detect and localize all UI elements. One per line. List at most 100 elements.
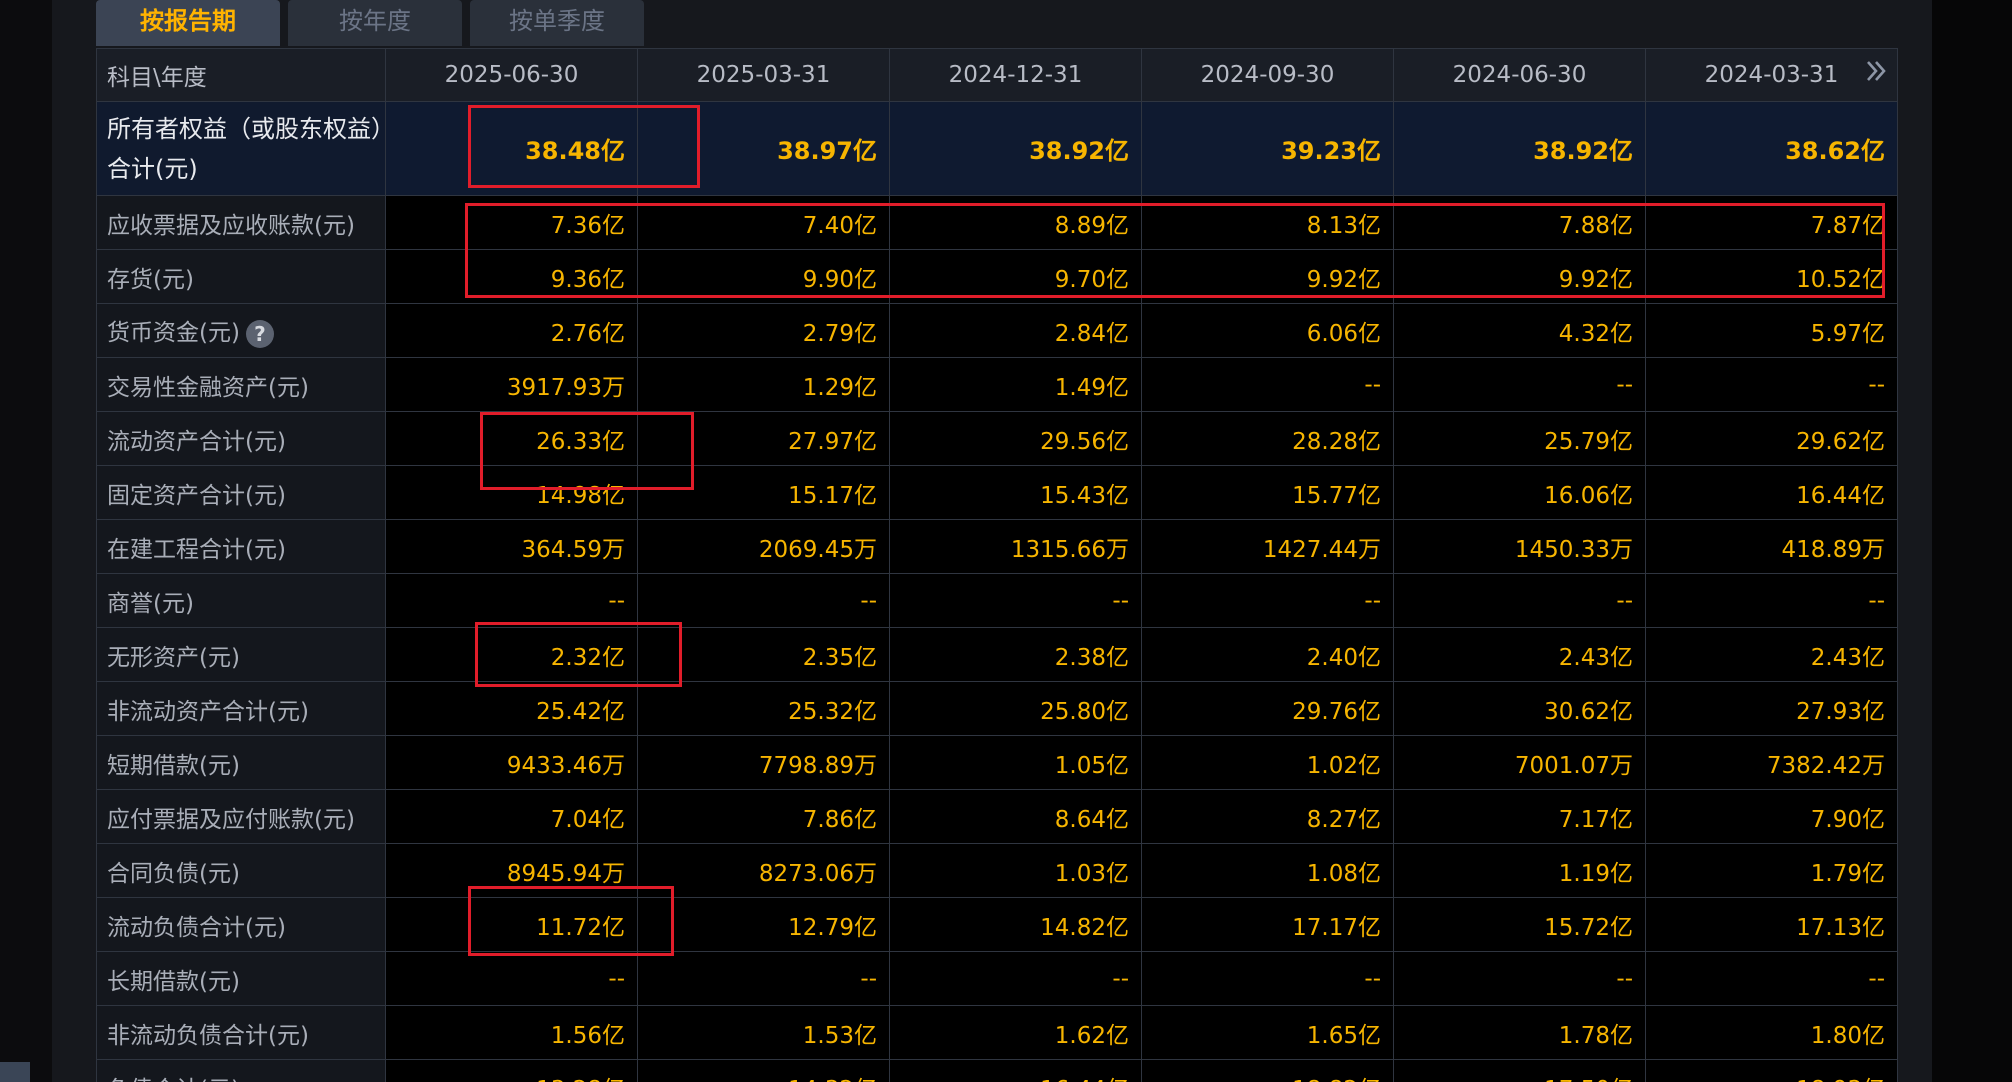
table-cell-value: 2.43亿 bbox=[1393, 627, 1646, 682]
row-label-text: 在建工程合计(元) bbox=[107, 536, 286, 563]
table-cell-value: 2.76亿 bbox=[385, 303, 638, 358]
balance-sheet-table: 科目\年度 2025-06-30 2025-03-31 2024-12-31 2024… bbox=[96, 48, 1898, 1082]
table-cell-value: -- bbox=[889, 951, 1142, 1006]
table-cell-value: 1.62亿 bbox=[889, 1005, 1142, 1060]
table-cell-value: 28.28亿 bbox=[1141, 411, 1394, 466]
row-label-text: 应收票据及应收账款(元) bbox=[107, 212, 355, 239]
row-label-text: 货币资金(元) bbox=[107, 320, 240, 347]
tab-by-year[interactable]: 按年度 bbox=[288, 0, 462, 46]
table-cell-value: 9.90亿 bbox=[637, 249, 890, 304]
tab-by-report-period[interactable]: 按报告期 bbox=[96, 0, 280, 46]
left-edge-strip bbox=[0, 0, 52, 1082]
table-cell-value: 7.17亿 bbox=[1393, 789, 1646, 844]
table-row: 交易性金融资产(元) 3917.93万 1.29亿 1.49亿 -- -- -- bbox=[96, 357, 1898, 412]
table-cell-value: 29.62亿 bbox=[1645, 411, 1898, 466]
table-row: 所有者权益（或股东权益）合计(元) 38.48亿 38.97亿 38.92亿 39.23… bbox=[96, 101, 1898, 196]
table-cell-value: 38.97亿 bbox=[637, 101, 890, 196]
table-cell-value: 2.43亿 bbox=[1645, 627, 1898, 682]
table-cell-value: 14.82亿 bbox=[889, 897, 1142, 952]
table-cell-value: 1.08亿 bbox=[1141, 843, 1394, 898]
table-cell-value: 15.17亿 bbox=[637, 465, 890, 520]
table-cell-value: 38.62亿 bbox=[1645, 101, 1898, 196]
table-cell-value: 1.53亿 bbox=[637, 1005, 890, 1060]
table-cell-value: 25.32亿 bbox=[637, 681, 890, 736]
table-cell-value: -- bbox=[1645, 951, 1898, 1006]
table-cell-value: 30.62亿 bbox=[1393, 681, 1646, 736]
table-row: 负债合计(元) 13.28亿14.32亿16.44亿18.82亿17.50亿18.… bbox=[96, 1059, 1898, 1082]
table-cell-value: 364.59万 bbox=[385, 519, 638, 574]
table-row: 流动负债合计(元) 11.72亿 12.79亿 14.82亿 17.17亿 15.72亿 1… bbox=[96, 897, 1898, 952]
table-cell-value: 27.97亿 bbox=[637, 411, 890, 466]
double-chevron-right-icon[interactable] bbox=[1865, 59, 1887, 89]
row-label: 负债合计(元) bbox=[96, 1059, 386, 1082]
table-cell-value: 14.98亿 bbox=[385, 465, 638, 520]
table-cell-value: -- bbox=[1141, 357, 1394, 412]
period-tabs: 按报告期 按年度 按单季度 bbox=[96, 0, 644, 46]
table-cell-value: 18.93亿 bbox=[1645, 1059, 1898, 1082]
table-cell-value: 25.79亿 bbox=[1393, 411, 1646, 466]
row-label: 商誉(元) bbox=[96, 573, 386, 628]
table-cell-value: 39.23亿 bbox=[1141, 101, 1394, 196]
table-cell-value: 1.79亿 bbox=[1645, 843, 1898, 898]
table-cell-value: 1.49亿 bbox=[889, 357, 1142, 412]
table-cell-value: -- bbox=[1645, 573, 1898, 628]
table-cell-value: 1450.33万 bbox=[1393, 519, 1646, 574]
table-cell-value: 7.88亿 bbox=[1393, 195, 1646, 250]
table-cell-value: 15.77亿 bbox=[1141, 465, 1394, 520]
table-cell-value: 9.36亿 bbox=[385, 249, 638, 304]
table-cell-value: 3917.93万 bbox=[385, 357, 638, 412]
row-label-text: 流动负债合计(元) bbox=[107, 914, 286, 941]
row-label: 应付票据及应付账款(元) bbox=[96, 789, 386, 844]
table-cell-value: 8.27亿 bbox=[1141, 789, 1394, 844]
table-cell-value: 10.52亿 bbox=[1645, 249, 1898, 304]
table-cell-value: 2.38亿 bbox=[889, 627, 1142, 682]
table-cell-value: 9.92亿 bbox=[1141, 249, 1394, 304]
row-label: 交易性金融资产(元) bbox=[96, 357, 386, 412]
table-row: 短期借款(元) 9433.46万 7798.89万 1.05亿 1.02亿 7001.07… bbox=[96, 735, 1898, 790]
table-cell-value: 6.06亿 bbox=[1141, 303, 1394, 358]
table-cell-value: -- bbox=[889, 573, 1142, 628]
table-cell-value: 25.42亿 bbox=[385, 681, 638, 736]
table-cell-value: -- bbox=[1393, 573, 1646, 628]
table-cell-value: 1.29亿 bbox=[637, 357, 890, 412]
table-cell-value: 1.05亿 bbox=[889, 735, 1142, 790]
table-cell-value: 2.40亿 bbox=[1141, 627, 1394, 682]
table-cell-value: 418.89万 bbox=[1645, 519, 1898, 574]
column-header-date: 2025-03-31 bbox=[637, 48, 890, 102]
table-cell-value: 7.87亿 bbox=[1645, 195, 1898, 250]
row-label-text: 流动资产合计(元) bbox=[107, 428, 286, 455]
table-cell-value: 16.06亿 bbox=[1393, 465, 1646, 520]
row-label: 在建工程合计(元) bbox=[96, 519, 386, 574]
table-cell-value: 7.40亿 bbox=[637, 195, 890, 250]
row-label-text: 应付票据及应付账款(元) bbox=[107, 806, 355, 833]
table-row: 货币资金(元)? 2.76亿 2.79亿 2.84亿 6.06亿 4.32亿 5.97亿 bbox=[96, 303, 1898, 358]
table-row: 商誉(元) -- -- -- -- -- -- bbox=[96, 573, 1898, 628]
table-cell-value: 17.13亿 bbox=[1645, 897, 1898, 952]
table-cell-value: 7.90亿 bbox=[1645, 789, 1898, 844]
row-label: 长期借款(元) bbox=[96, 951, 386, 1006]
tab-by-single-quarter[interactable]: 按单季度 bbox=[470, 0, 644, 46]
table-cell-value: 9.92亿 bbox=[1393, 249, 1646, 304]
table-cell-value: -- bbox=[1141, 951, 1394, 1006]
table-cell-value: -- bbox=[637, 573, 890, 628]
table-row: 非流动负债合计(元) 1.56亿 1.53亿 1.62亿 1.65亿 1.78亿 1.80亿 bbox=[96, 1005, 1898, 1060]
question-circle-icon[interactable]: ? bbox=[245, 319, 274, 348]
row-label: 合同负债(元) bbox=[96, 843, 386, 898]
table-row: 合同负债(元) 8945.94万 8273.06万 1.03亿 1.08亿 1.19亿 1.… bbox=[96, 843, 1898, 898]
table-cell-value: 27.93亿 bbox=[1645, 681, 1898, 736]
table-cell-value: 8273.06万 bbox=[637, 843, 890, 898]
row-label: 流动资产合计(元) bbox=[96, 411, 386, 466]
table-cell-value: 38.92亿 bbox=[1393, 101, 1646, 196]
table-cell-value: 7.86亿 bbox=[637, 789, 890, 844]
column-header-date: 2024-03-31 bbox=[1645, 48, 1898, 102]
row-label-text: 非流动负债合计(元) bbox=[107, 1022, 309, 1049]
table-row: 固定资产合计(元) 14.98亿 15.17亿 15.43亿 15.77亿 16.06亿 1… bbox=[96, 465, 1898, 520]
table-cell-value: -- bbox=[637, 951, 890, 1006]
table-cell-value: 1315.66万 bbox=[889, 519, 1142, 574]
left-edge-accent bbox=[0, 1062, 30, 1082]
financial-table-container: 科目\年度 2025-06-30 2025-03-31 2024-12-31 2024… bbox=[96, 48, 1898, 1082]
table-cell-value: 15.43亿 bbox=[889, 465, 1142, 520]
table-cell-value: 1.19亿 bbox=[1393, 843, 1646, 898]
table-cell-value: 29.56亿 bbox=[889, 411, 1142, 466]
table-cell-value: 1.56亿 bbox=[385, 1005, 638, 1060]
